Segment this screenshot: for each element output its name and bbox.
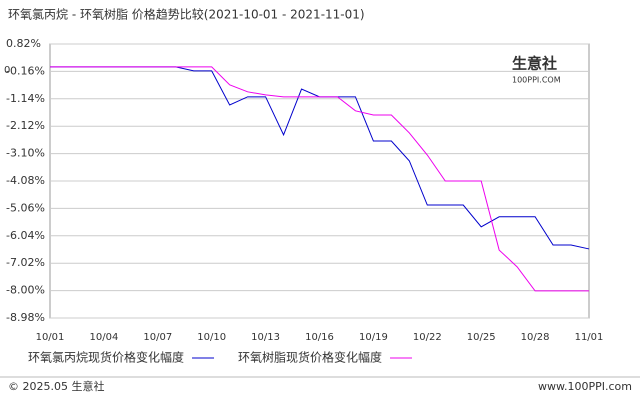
y-tick-label: -8.00% <box>6 284 45 297</box>
y-tick-label: -2.12% <box>6 119 45 132</box>
x-tick-label: 10/16 <box>305 332 334 343</box>
baseline-label: 0 <box>4 65 10 76</box>
x-tick-label: 10/25 <box>467 332 496 343</box>
y-tick-label: -7.02% <box>6 256 45 269</box>
chart-title: 环氧氯丙烷 - 环氧树脂 价格趋势比较(2021-10-01 - 2021-11… <box>8 7 365 22</box>
x-tick-label: 11/01 <box>575 332 604 343</box>
x-tick-label: 10/01 <box>36 332 65 343</box>
series-line <box>50 66 589 292</box>
y-tick-label: -4.08% <box>6 174 45 187</box>
copyright: © 2025.05 生意社 <box>8 379 104 393</box>
x-tick-label: 10/04 <box>89 332 118 343</box>
watermark: 生意社 <box>512 55 557 73</box>
y-tick-label: -1.14% <box>6 92 45 105</box>
source: www.100PPI.com <box>538 380 632 393</box>
y-tick-label: -0.16% <box>6 64 45 77</box>
x-tick-label: 10/10 <box>197 332 226 343</box>
legend-label: 环氧氯丙烷现货价格变化幅度 <box>28 350 184 365</box>
x-tick-label: 10/19 <box>359 332 388 343</box>
y-tick-label: -3.10% <box>6 147 45 160</box>
x-tick-label: 10/22 <box>413 332 442 343</box>
y-tick-label: -5.06% <box>6 201 45 214</box>
y-tick-label: -6.04% <box>6 229 45 242</box>
y-tick-label: 0.82% <box>6 37 41 50</box>
y-tick-label: -8.98% <box>6 311 45 324</box>
x-tick-label: 10/28 <box>521 332 550 343</box>
x-tick-label: 10/13 <box>251 332 280 343</box>
watermark-url: 100PPI.COM <box>512 76 561 85</box>
x-tick-label: 10/07 <box>143 332 172 343</box>
legend-label: 环氧树脂现货价格变化幅度 <box>238 350 382 365</box>
